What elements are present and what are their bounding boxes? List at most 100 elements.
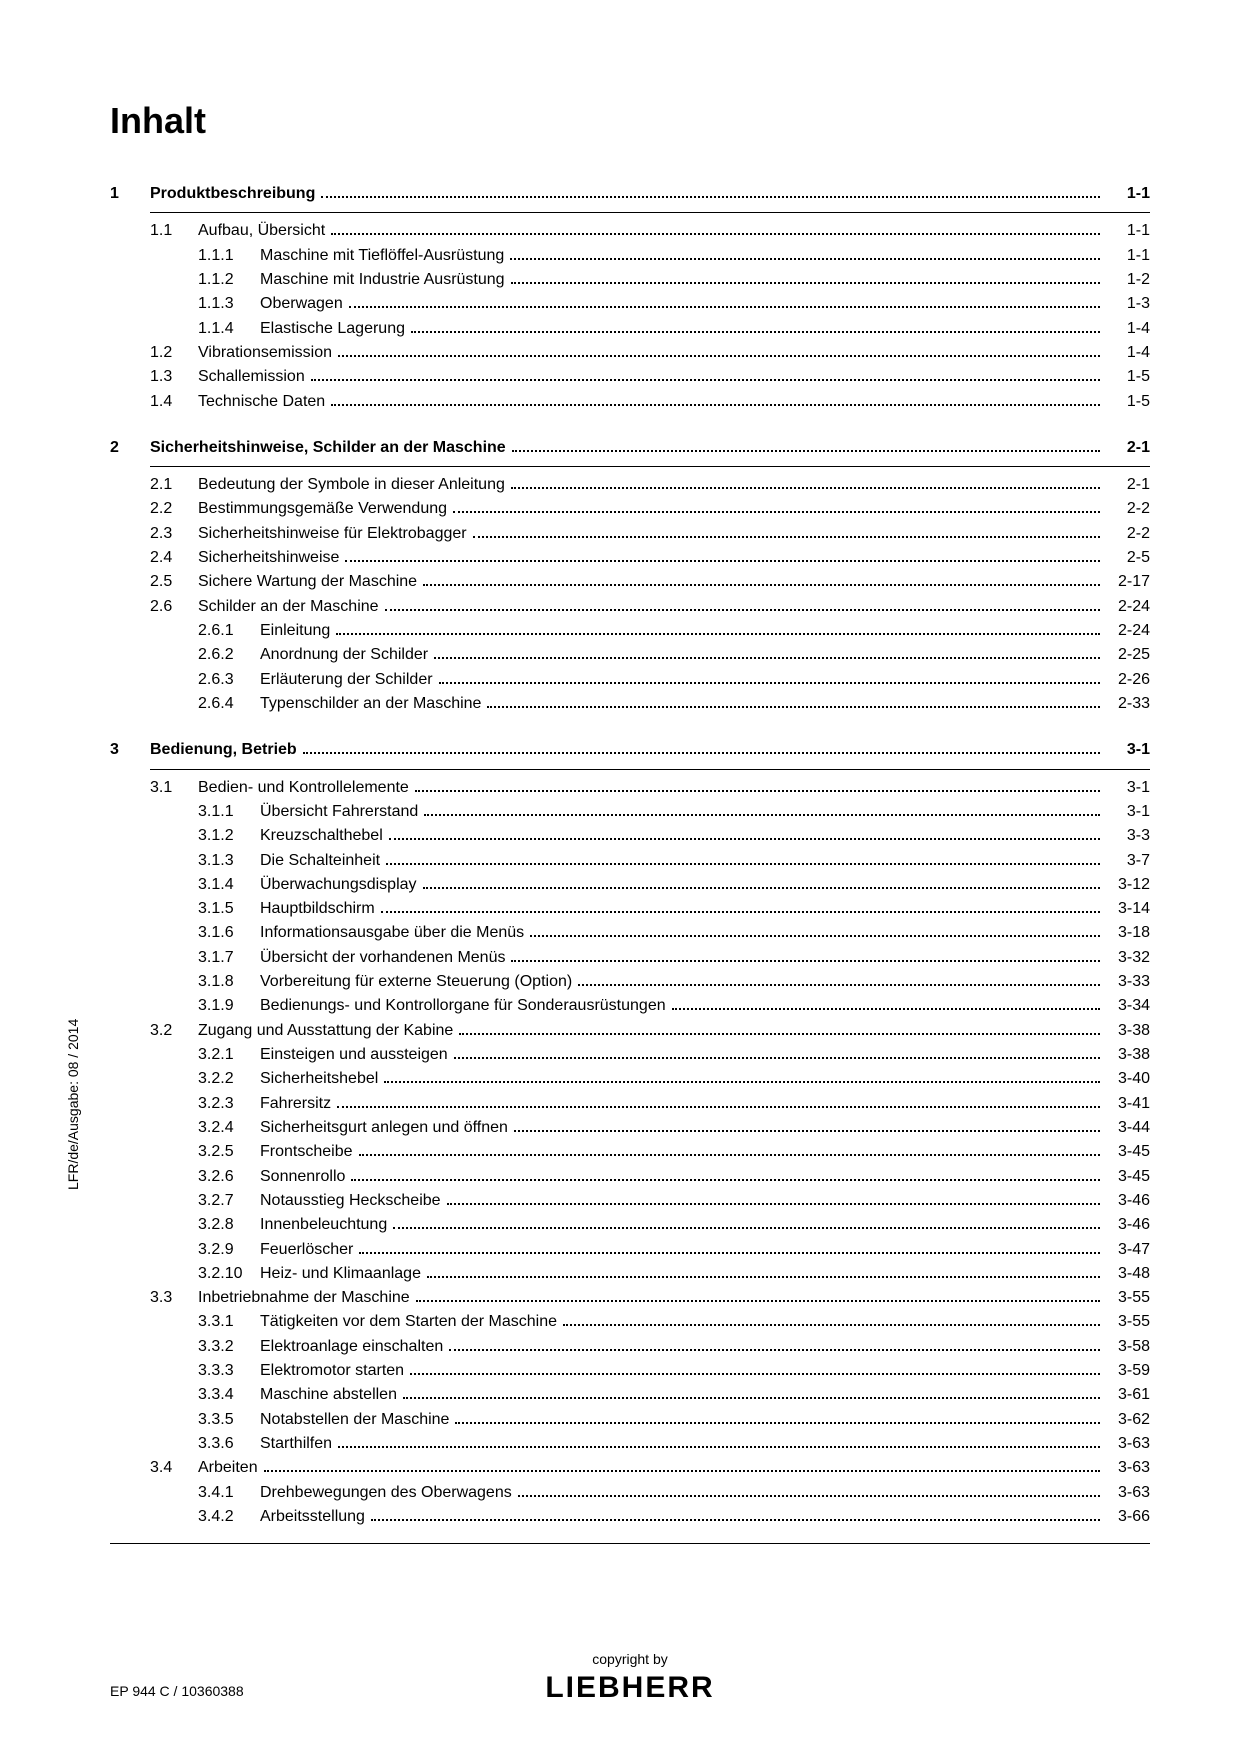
document-number: EP 944 C / 10360388 bbox=[110, 1683, 244, 1699]
leader-dots bbox=[449, 1336, 1100, 1350]
toc-number: 3.3.5 bbox=[198, 1408, 260, 1432]
toc-entry: 1.4Technische Daten1-5 bbox=[110, 390, 1150, 414]
toc-entry: 3.1.2Kreuzschalthebel3-3 bbox=[110, 824, 1150, 848]
toc-entry: 3.2.5Frontscheibe3-45 bbox=[110, 1140, 1150, 1164]
toc-title: Drehbewegungen des Oberwagens bbox=[260, 1481, 512, 1505]
toc-entry: 3.2.3Fahrersitz3-41 bbox=[110, 1092, 1150, 1116]
toc-title: Produktbeschreibung bbox=[150, 182, 315, 206]
toc-page: 1-1 bbox=[1106, 182, 1150, 206]
toc-number: 3.2.2 bbox=[198, 1067, 260, 1091]
toc-title: Typenschilder an der Maschine bbox=[260, 692, 481, 716]
toc-number: 3.2 bbox=[150, 1019, 198, 1043]
toc-title: Frontscheibe bbox=[260, 1140, 353, 1164]
leader-dots bbox=[331, 221, 1100, 235]
toc-page: 1-4 bbox=[1106, 317, 1150, 341]
leader-dots bbox=[512, 437, 1100, 451]
toc-title: Arbeitsstellung bbox=[260, 1505, 365, 1529]
leader-dots bbox=[381, 899, 1100, 913]
toc-number: 1.3 bbox=[150, 365, 198, 389]
leader-dots bbox=[403, 1385, 1100, 1399]
toc-page: 3-38 bbox=[1106, 1019, 1150, 1043]
toc-page: 3-59 bbox=[1106, 1359, 1150, 1383]
toc-page: 3-38 bbox=[1106, 1043, 1150, 1067]
leader-dots bbox=[349, 294, 1100, 308]
toc-page: 2-1 bbox=[1106, 436, 1150, 460]
toc-page: 1-1 bbox=[1106, 219, 1150, 243]
toc-number: 1.1.4 bbox=[198, 317, 260, 341]
toc-entry: 3.3.4Maschine abstellen3-61 bbox=[110, 1383, 1150, 1407]
toc-entry: 3.2.8Innenbeleuchtung3-46 bbox=[110, 1213, 1150, 1237]
toc-title: Aufbau, Übersicht bbox=[198, 219, 325, 243]
toc-entry: 3Bedienung, Betrieb3-1 bbox=[110, 738, 1150, 762]
toc-number: 2.1 bbox=[150, 473, 198, 497]
toc-number: 3.2.9 bbox=[198, 1238, 260, 1262]
leader-dots bbox=[459, 1020, 1100, 1034]
toc-number: 2.6.4 bbox=[198, 692, 260, 716]
toc-number: 3.1 bbox=[150, 776, 198, 800]
toc-entry: 1.2Vibrationsemission1-4 bbox=[110, 341, 1150, 365]
toc-entry: 1.1.2Maschine mit Industrie Ausrüstung1-… bbox=[110, 268, 1150, 292]
leader-dots bbox=[447, 1190, 1100, 1204]
toc-number: 2.6 bbox=[150, 595, 198, 619]
toc-number: 2.4 bbox=[150, 546, 198, 570]
toc-number: 3.1.5 bbox=[198, 897, 260, 921]
toc-page: 3-58 bbox=[1106, 1335, 1150, 1359]
toc-number: 2.6.2 bbox=[198, 643, 260, 667]
leader-dots bbox=[371, 1507, 1100, 1521]
leader-dots bbox=[424, 801, 1100, 815]
leader-dots bbox=[359, 1142, 1101, 1156]
toc-number: 1.2 bbox=[150, 341, 198, 365]
toc-entry: 2.6.3Erläuterung der Schilder2-26 bbox=[110, 668, 1150, 692]
toc-title: Maschine abstellen bbox=[260, 1383, 397, 1407]
toc-title: Zugang und Ausstattung der Kabine bbox=[198, 1019, 453, 1043]
toc-number: 2.3 bbox=[150, 522, 198, 546]
toc-page: 3-62 bbox=[1106, 1408, 1150, 1432]
toc-title: Bedienungs- und Kontrollorgane für Sonde… bbox=[260, 994, 666, 1018]
toc-title: Anordnung der Schilder bbox=[260, 643, 428, 667]
toc-page: 1-2 bbox=[1106, 268, 1150, 292]
toc-number: 2.6.3 bbox=[198, 668, 260, 692]
leader-dots bbox=[311, 367, 1100, 381]
toc-entry: 3.1.8Vorbereitung für externe Steuerung … bbox=[110, 970, 1150, 994]
toc-number: 3.3.2 bbox=[198, 1335, 260, 1359]
toc-page: 3-1 bbox=[1106, 800, 1150, 824]
toc-number: 1.4 bbox=[150, 390, 198, 414]
toc-title: Innenbeleuchtung bbox=[260, 1213, 387, 1237]
toc-title: Arbeiten bbox=[198, 1456, 258, 1480]
toc-page: 3-34 bbox=[1106, 994, 1150, 1018]
toc-entry: 3.1.5Hauptbildschirm3-14 bbox=[110, 897, 1150, 921]
leader-dots bbox=[487, 694, 1100, 708]
toc-number: 1.1 bbox=[150, 219, 198, 243]
toc-number: 3 bbox=[110, 738, 150, 762]
toc-number: 3.2.6 bbox=[198, 1165, 260, 1189]
toc-entry: 2.6.4Typenschilder an der Maschine2-33 bbox=[110, 692, 1150, 716]
toc-title: Sicherheitshinweise für Elektrobagger bbox=[198, 522, 467, 546]
toc-title: Übersicht Fahrerstand bbox=[260, 800, 418, 824]
toc-page: 3-14 bbox=[1106, 897, 1150, 921]
toc-page: 2-2 bbox=[1106, 522, 1150, 546]
toc-entry: 3.2.10Heiz- und Klimaanlage3-48 bbox=[110, 1262, 1150, 1286]
toc-title: Maschine mit Industrie Ausrüstung bbox=[260, 268, 505, 292]
toc-entry: 3.3Inbetriebnahme der Maschine3-55 bbox=[110, 1286, 1150, 1310]
toc-title: Oberwagen bbox=[260, 292, 343, 316]
toc-title: Sicherheitshebel bbox=[260, 1067, 378, 1091]
toc-title: Sonnenrollo bbox=[260, 1165, 345, 1189]
toc-page: 3-45 bbox=[1106, 1165, 1150, 1189]
toc-entry: 3.2.4Sicherheitsgurt anlegen und öffnen3… bbox=[110, 1116, 1150, 1140]
leader-dots bbox=[338, 342, 1100, 356]
toc-title: Notausstieg Heckscheibe bbox=[260, 1189, 441, 1213]
toc-entry: 3.1Bedien- und Kontrollelemente3-1 bbox=[110, 776, 1150, 800]
toc-page: 3-12 bbox=[1106, 873, 1150, 897]
leader-dots bbox=[336, 621, 1100, 635]
toc-entry: 3.1.9Bedienungs- und Kontrollorgane für … bbox=[110, 994, 1150, 1018]
toc-number: 2.6.1 bbox=[198, 619, 260, 643]
toc-title: Sicherheitsgurt anlegen und öffnen bbox=[260, 1116, 508, 1140]
toc-number: 3.4.1 bbox=[198, 1481, 260, 1505]
toc-title: Technische Daten bbox=[198, 390, 325, 414]
toc-page: 3-40 bbox=[1106, 1067, 1150, 1091]
divider bbox=[150, 466, 1150, 467]
toc-entry: 2.4Sicherheitshinweise2-5 bbox=[110, 546, 1150, 570]
toc-page: 3-63 bbox=[1106, 1481, 1150, 1505]
leader-dots bbox=[416, 1288, 1100, 1302]
toc-number: 3.3.6 bbox=[198, 1432, 260, 1456]
